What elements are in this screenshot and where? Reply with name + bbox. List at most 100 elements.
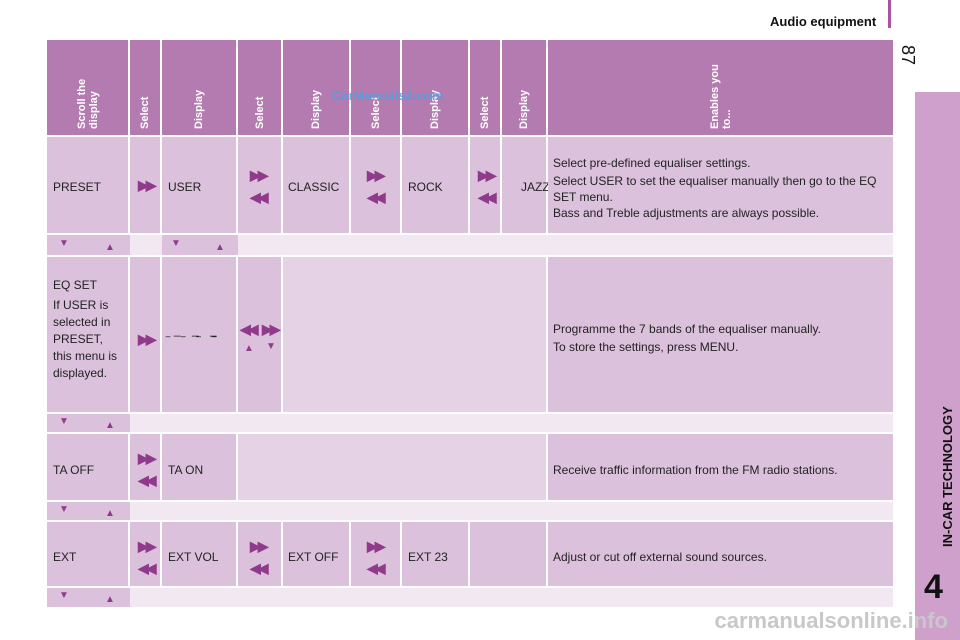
col-header-label: Enables you to... <box>708 64 733 129</box>
preset-description-2: Select USER to set the equaliser manuall… <box>553 174 877 204</box>
down-arrow-icon: ▼ <box>59 590 69 601</box>
col-header: Display <box>502 40 548 135</box>
table-cell: ▶▶ ◀◀ <box>351 522 402 588</box>
eq-set-note: If USER is selected in PRESET, this menu… <box>53 298 118 380</box>
table-cell: USER <box>162 137 238 235</box>
col-header: Select <box>351 40 402 135</box>
table-cell: ◀◀ ▶▶ ▲ ▼ <box>238 257 283 414</box>
chapter-number: 4 <box>924 568 943 606</box>
page-number: 87 <box>898 45 918 66</box>
table-cell: PRESET <box>47 137 130 235</box>
footer-watermark: carmanualsonline.info <box>714 608 949 633</box>
ext-vol-label: EXT VOL <box>168 550 219 564</box>
table-cell: ROCK <box>402 137 470 235</box>
up-arrow-icon: ▲ <box>105 508 115 519</box>
fast-forward-icon: ▶▶ <box>262 321 280 337</box>
table-cell <box>470 522 548 588</box>
fast-forward-icon: ▶▶ <box>478 167 496 183</box>
down-arrow-icon: ▼ <box>59 504 69 515</box>
table-cell: EXT OFF <box>283 522 351 588</box>
up-arrow-icon: ▲ <box>244 343 254 354</box>
header-rule <box>888 0 891 28</box>
chapter-label: IN-CAR TECHNOLOGY <box>940 406 955 547</box>
fast-forward-icon: ▶▶ <box>138 177 156 193</box>
table-cell: EQ SET If USER is selected in PRESET, th… <box>47 257 130 414</box>
rewind-icon: ◀◀ <box>367 189 385 205</box>
table-cell: ▶▶ ◀◀ <box>351 137 402 235</box>
table-cell: Select pre-defined equaliser settings. S… <box>548 137 893 235</box>
rewind-icon: ◀◀ <box>367 560 385 576</box>
fast-forward-icon: ▶▶ <box>250 538 268 554</box>
table-cell: TA ON <box>162 434 238 502</box>
fast-forward-icon: ▶▶ <box>138 331 156 347</box>
fast-forward-icon: ▶▶ <box>367 167 385 183</box>
watermark-text: CarManuals2.com <box>332 88 444 103</box>
col-header-label: Select <box>253 96 266 129</box>
table-cell: TA OFF <box>47 434 130 502</box>
down-arrow-icon: ▼ <box>171 238 181 249</box>
rewind-icon: ◀◀ <box>138 560 156 576</box>
fast-forward-icon: ▶▶ <box>250 167 268 183</box>
col-header: Scroll the display <box>47 40 130 135</box>
col-header: Select <box>238 40 283 135</box>
eq-description-2: To store the settings, press MENU. <box>553 340 739 354</box>
table-cell: EXT 23 <box>402 522 470 588</box>
ext-description: Adjust or cut off external sound sources… <box>553 550 767 564</box>
up-arrow-icon: ▲ <box>105 594 115 605</box>
table-cell: EXT <box>47 522 130 588</box>
rewind-icon: ◀◀ <box>240 321 258 337</box>
down-arrow-icon: ▼ <box>59 416 69 427</box>
col-header-label: Scroll the display <box>75 78 100 129</box>
table-cell: EXT VOL <box>162 522 238 588</box>
table-cell: Adjust or cut off external sound sources… <box>548 522 893 588</box>
nav-row: ▼ ▲ <box>47 502 893 522</box>
col-header: Display <box>283 40 351 135</box>
table-cell: CLASSIC <box>283 137 351 235</box>
fast-forward-icon: ▶▶ <box>367 538 385 554</box>
table-cell: ▶▶ <box>130 257 162 414</box>
up-arrow-icon: ▲ <box>215 242 225 253</box>
table-cell: JAZZ <box>502 137 550 235</box>
fast-forward-icon: ▶▶ <box>138 538 156 554</box>
col-header: Display <box>402 40 470 135</box>
table-cell: ▶▶ ◀◀ <box>130 434 162 502</box>
rewind-icon: ◀◀ <box>138 472 156 488</box>
preset-description-1: Select pre-defined equaliser settings. <box>553 156 751 170</box>
user-label: USER <box>168 180 202 194</box>
col-header-label: Display <box>310 89 322 129</box>
ta-off-label: TA OFF <box>53 463 95 477</box>
nav-row: ▼ ▲ ▼ ▲ <box>47 235 893 257</box>
equaliser-bands-icon: _ _ _ <box>174 323 221 337</box>
rewind-icon: ◀◀ <box>250 189 268 205</box>
col-header-label: Display <box>518 89 530 129</box>
up-arrow-icon: ▲ <box>105 420 115 431</box>
rewind-icon: ◀◀ <box>250 560 268 576</box>
nav-row: ▼ ▲ <box>47 588 893 607</box>
jazz-label: JAZZ <box>521 180 550 194</box>
table-cell: ▶▶ ◀◀ <box>238 522 283 588</box>
col-header: Select <box>470 40 502 135</box>
rewind-icon: ◀◀ <box>478 189 496 205</box>
col-header-label: Select <box>139 96 151 129</box>
table-cell: ▶▶ <box>130 137 162 235</box>
eq-description-1: Programme the 7 bands of the equaliser m… <box>553 322 821 336</box>
down-arrow-icon: ▼ <box>59 238 69 249</box>
preset-label: PRESET <box>53 180 102 194</box>
eq-set-label: EQ SET <box>53 278 98 292</box>
table-cell: ▶▶ ◀◀ <box>470 137 502 235</box>
section-title: Audio equipment <box>770 14 877 29</box>
preset-description-3: Bass and Treble adjustments are always p… <box>553 206 820 220</box>
col-header-label: Display <box>193 89 205 129</box>
ext-23-label: EXT 23 <box>408 550 448 564</box>
ta-description: Receive traffic information from the FM … <box>553 463 838 477</box>
table-cell <box>283 257 548 414</box>
ta-on-label: TA ON <box>168 463 204 477</box>
equaliser-bands-icon: ‾ ‾ ‾ ‾ <box>166 335 220 349</box>
table-cell: ▶▶ ◀◀ <box>130 522 162 588</box>
table-cell <box>238 434 548 502</box>
up-arrow-icon: ▲ <box>105 242 115 253</box>
nav-row: ▼ ▲ <box>47 414 893 434</box>
classic-label: CLASSIC <box>288 180 340 194</box>
col-header-label: Select <box>479 96 491 129</box>
col-header: Display <box>162 40 238 135</box>
